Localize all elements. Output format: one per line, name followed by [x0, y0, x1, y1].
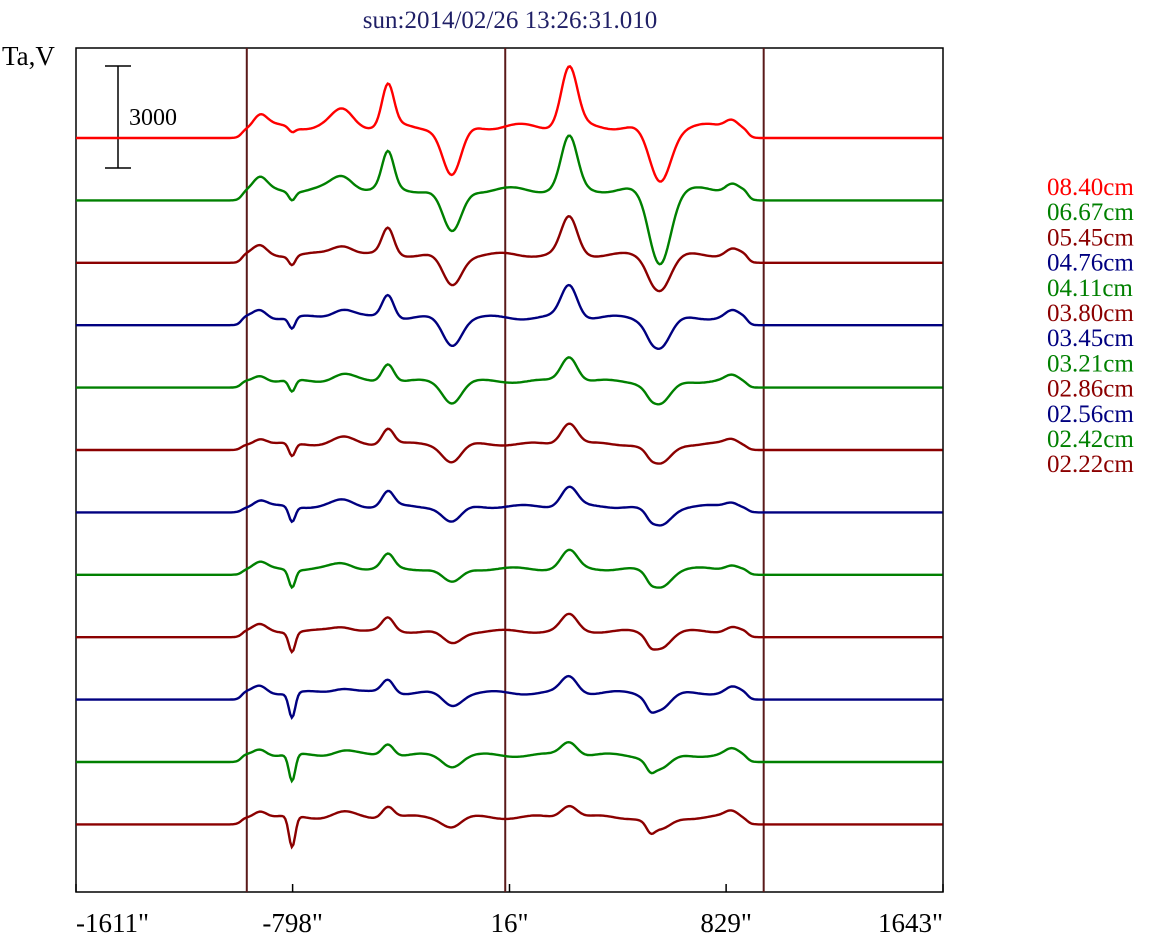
legend-entry: 02.56cm: [1047, 401, 1134, 428]
series-line-02.42cm: [76, 740, 943, 784]
legend-entry: 03.45cm: [1047, 325, 1134, 352]
scale-bar: 3000: [105, 65, 177, 169]
x-tick-label: 16": [490, 908, 528, 938]
series-line-02.86cm: [76, 612, 943, 655]
chart-title: sun:2014/02/26 13:26:31.010: [363, 7, 657, 34]
x-tick-label: -798": [262, 908, 323, 938]
series-line-03.80cm: [76, 422, 943, 465]
legend-entry: 03.80cm: [1047, 300, 1134, 327]
x-axis-ticks: -1611" -798" 16" 829" 1643": [75, 884, 944, 938]
x-tick-label: 1643": [878, 908, 943, 938]
scale-bar-label: 3000: [129, 105, 177, 131]
series-line-08.40cm: [76, 65, 943, 183]
legend-entry: 04.11cm: [1047, 275, 1133, 302]
series-line-04.11cm: [76, 356, 943, 406]
solar-limb-markers: [245, 48, 765, 892]
legend-entry: 08.40cm: [1047, 174, 1134, 201]
series-line-03.21cm: [76, 548, 943, 590]
y-axis-label: Ta,V: [2, 41, 55, 71]
x-tick-label: -1611": [76, 908, 149, 938]
legend-entry: 05.45cm: [1047, 224, 1134, 251]
series-lines: [76, 65, 943, 850]
legend-entry: 02.22cm: [1047, 451, 1134, 478]
legend-entry: 02.42cm: [1047, 426, 1134, 453]
legend-entry: 04.76cm: [1047, 250, 1134, 277]
series-line-02.22cm: [76, 804, 943, 850]
series-line-02.56cm: [76, 674, 943, 720]
legend-entry: 02.86cm: [1047, 376, 1134, 403]
series-line-03.45cm: [76, 485, 943, 527]
x-tick-label: 829": [700, 908, 752, 938]
legend: 08.40cm06.67cm05.45cm04.76cm04.11cm03.80…: [1047, 174, 1134, 478]
series-line-06.67cm: [76, 134, 943, 266]
series-line-05.45cm: [76, 215, 943, 293]
series-line-04.76cm: [76, 283, 943, 351]
plot-frame: [75, 47, 944, 893]
legend-entry: 03.21cm: [1047, 350, 1134, 377]
legend-entry: 06.67cm: [1047, 199, 1134, 226]
